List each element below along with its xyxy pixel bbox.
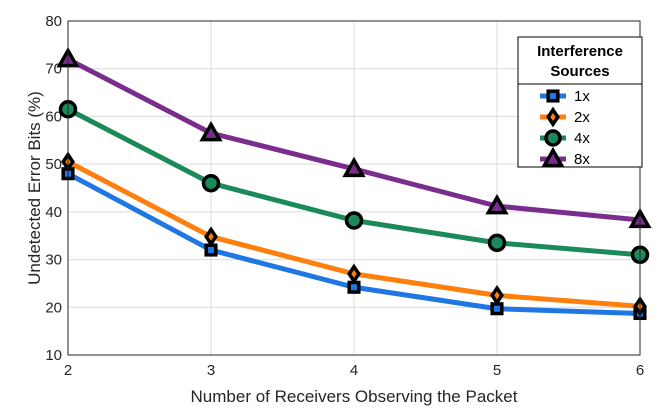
x-tick-label: 4 bbox=[350, 362, 358, 379]
legend-title-line2: Sources bbox=[550, 63, 609, 80]
x-tick-labels: 2 3 4 5 6 bbox=[64, 362, 644, 379]
y-axis-label: Undetected Error Bits (%) bbox=[25, 91, 44, 285]
data-point-2x bbox=[204, 226, 218, 248]
data-point-8x bbox=[199, 120, 223, 142]
data-point-4x bbox=[487, 233, 507, 253]
legend-box bbox=[517, 36, 643, 168]
legend: Interference Sources 1x 2x 4x 8x bbox=[517, 36, 643, 168]
x-tick-label: 5 bbox=[493, 362, 501, 379]
legend-label-8x: 8x bbox=[574, 151, 590, 168]
legend-label-2x: 2x bbox=[574, 109, 590, 126]
legend-marker-2x bbox=[546, 106, 560, 128]
data-point-2x bbox=[490, 285, 504, 306]
data-point-8x bbox=[342, 156, 366, 178]
legend-label-1x: 1x bbox=[574, 88, 590, 105]
y-tick-label: 80 bbox=[45, 13, 62, 30]
y-tick-label: 60 bbox=[45, 108, 62, 125]
data-point-4x bbox=[201, 173, 221, 193]
data-point-4x bbox=[344, 211, 364, 230]
x-axis-label: Number of Receivers Observing the Packet bbox=[191, 387, 518, 406]
legend-marker-8x bbox=[541, 146, 565, 168]
x-tick-label: 2 bbox=[64, 362, 72, 379]
plot-frame bbox=[67, 20, 641, 356]
y-tick-label: 20 bbox=[45, 299, 62, 316]
data-point-2x bbox=[347, 263, 361, 285]
legend-marker-4x bbox=[544, 129, 562, 147]
y-tick-label: 10 bbox=[45, 347, 62, 364]
y-tick-label: 50 bbox=[45, 156, 62, 173]
y-tick-label: 30 bbox=[45, 252, 62, 269]
legend-title-line1: Interference bbox=[537, 43, 623, 60]
series-markers bbox=[56, 47, 652, 321]
x-tick-label: 3 bbox=[207, 362, 215, 379]
legend-label-4x: 4x bbox=[574, 130, 590, 147]
x-tick-label: 6 bbox=[636, 362, 644, 379]
data-point-8x bbox=[485, 193, 509, 215]
y-tick-label: 40 bbox=[45, 204, 62, 221]
legend-marker-1x bbox=[546, 89, 560, 103]
legend-entries: 1x 2x 4x 8x bbox=[540, 88, 590, 168]
